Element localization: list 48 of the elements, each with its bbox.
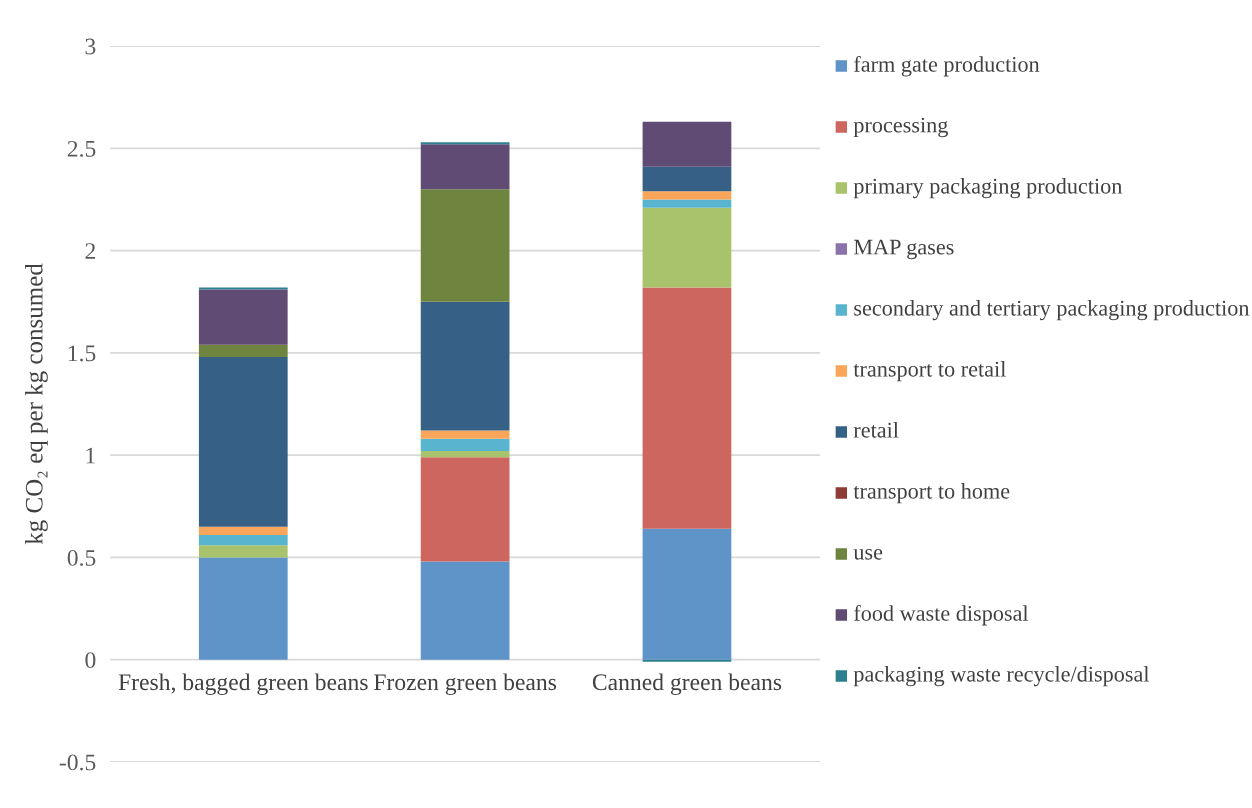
bar [420,301,510,431]
legend-label: retail [853,422,899,438]
bar [198,289,288,345]
bar [198,545,288,558]
bar [642,121,732,167]
bar [642,287,732,529]
bar [198,526,288,535]
y-tick-label: 0.5 [67,549,96,566]
legend-label: food waste disposal [854,605,1029,626]
bar [198,534,288,546]
y-tick-label: 2.5 [67,140,96,157]
legend-label: farm gate production [854,56,1040,77]
legend-label: MAP gases [853,239,954,260]
bar [642,207,732,288]
bar [642,528,732,660]
bar [198,557,288,660]
legend-label: transport to retail [853,361,1006,382]
bar [420,430,510,439]
legend-label: use [853,548,883,560]
bar [420,189,510,302]
y-tick-label: 3 [85,38,96,55]
y-tick-label: 2 [85,243,95,259]
x-tick-label: Canned green beans [592,673,782,696]
bar [198,356,288,527]
legend-label: packaging waste recycle/disposal [853,666,1150,687]
bar [420,451,510,458]
bar [642,659,732,662]
y-tick-label: 0 [85,652,96,669]
legend-label: secondary and tertiary packaging production [854,300,1250,321]
bar [642,199,732,208]
bar [198,287,288,290]
bar [420,144,510,190]
bar [642,191,732,200]
legend-label: processing [853,117,948,138]
y-axis-title: kg CO₂ eq per kg consumed [25,263,48,545]
y-tick-label: 1.5 [68,345,96,362]
y-tick-label: 1 [86,447,95,464]
bar [420,438,510,452]
bar [420,142,510,145]
bar [420,561,510,660]
x-tick-label: Frozen green beans [374,673,557,696]
y-tick-label: -0.5 [59,754,96,771]
bar [642,166,732,192]
bar [198,344,288,357]
x-tick-label: Fresh, bagged green beans [118,673,368,696]
legend-label: transport to home [853,483,1010,504]
legend-label: primary packaging production [853,178,1123,199]
bar [420,457,510,562]
